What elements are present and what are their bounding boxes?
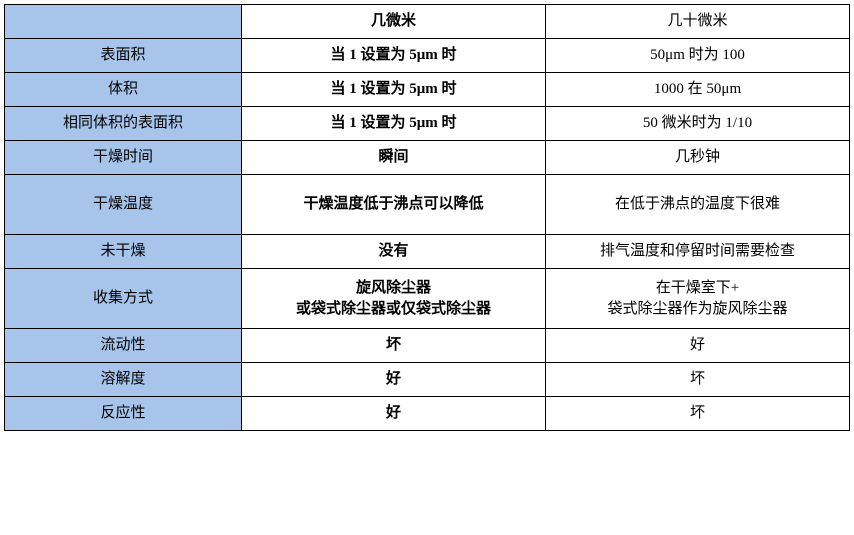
row-mid: 干燥温度低于沸点可以降低 (242, 175, 546, 235)
row-mid: 没有 (242, 235, 546, 269)
row-last: 1000 在 50μm (546, 73, 850, 107)
table-header-row: 几微米 几十微米 (5, 5, 850, 39)
row-label: 干燥温度 (5, 175, 242, 235)
row-last: 坏 (546, 397, 850, 431)
table-row: 流动性 坏 好 (5, 329, 850, 363)
table-row: 干燥时间 瞬间 几秒钟 (5, 141, 850, 175)
row-mid: 当 1 设置为 5μm 时 (242, 107, 546, 141)
row-mid-line2: 或袋式除尘器或仅袋式除尘器 (296, 301, 491, 317)
table-row: 表面积 当 1 设置为 5μm 时 50μm 时为 100 (5, 39, 850, 73)
row-label: 流动性 (5, 329, 242, 363)
row-label: 表面积 (5, 39, 242, 73)
row-last: 50μm 时为 100 (546, 39, 850, 73)
row-mid: 当 1 设置为 5μm 时 (242, 73, 546, 107)
row-last-line1: 在干燥室下+ (656, 280, 739, 296)
table-row: 反应性 好 坏 (5, 397, 850, 431)
row-mid: 旋风除尘器 或袋式除尘器或仅袋式除尘器 (242, 269, 546, 329)
table-row: 溶解度 好 坏 (5, 363, 850, 397)
row-last: 在低于沸点的温度下很难 (546, 175, 850, 235)
row-last: 排气温度和停留时间需要检查 (546, 235, 850, 269)
row-label: 体积 (5, 73, 242, 107)
header-few-micron: 几微米 (242, 5, 546, 39)
table-row: 相同体积的表面积 当 1 设置为 5μm 时 50 微米时为 1/10 (5, 107, 850, 141)
row-label: 干燥时间 (5, 141, 242, 175)
row-mid-line1: 旋风除尘器 (356, 280, 431, 296)
row-last: 好 (546, 329, 850, 363)
row-label: 溶解度 (5, 363, 242, 397)
row-mid: 当 1 设置为 5μm 时 (242, 39, 546, 73)
row-last: 几秒钟 (546, 141, 850, 175)
header-tens-micron: 几十微米 (546, 5, 850, 39)
row-label: 反应性 (5, 397, 242, 431)
table-row: 干燥温度 干燥温度低于沸点可以降低 在低于沸点的温度下很难 (5, 175, 850, 235)
table-row: 体积 当 1 设置为 5μm 时 1000 在 50μm (5, 73, 850, 107)
row-last-line2: 袋式除尘器作为旋风除尘器 (608, 301, 788, 317)
row-mid: 好 (242, 397, 546, 431)
row-mid: 坏 (242, 329, 546, 363)
row-last: 在干燥室下+ 袋式除尘器作为旋风除尘器 (546, 269, 850, 329)
row-label: 相同体积的表面积 (5, 107, 242, 141)
row-mid: 瞬间 (242, 141, 546, 175)
row-label: 未干燥 (5, 235, 242, 269)
table-row: 收集方式 旋风除尘器 或袋式除尘器或仅袋式除尘器 在干燥室下+ 袋式除尘器作为旋… (5, 269, 850, 329)
row-last: 50 微米时为 1/10 (546, 107, 850, 141)
row-mid: 好 (242, 363, 546, 397)
comparison-table: 几微米 几十微米 表面积 当 1 设置为 5μm 时 50μm 时为 100 体… (4, 4, 850, 431)
row-label: 收集方式 (5, 269, 242, 329)
table-row: 未干燥 没有 排气温度和停留时间需要检查 (5, 235, 850, 269)
header-empty (5, 5, 242, 39)
row-last: 坏 (546, 363, 850, 397)
